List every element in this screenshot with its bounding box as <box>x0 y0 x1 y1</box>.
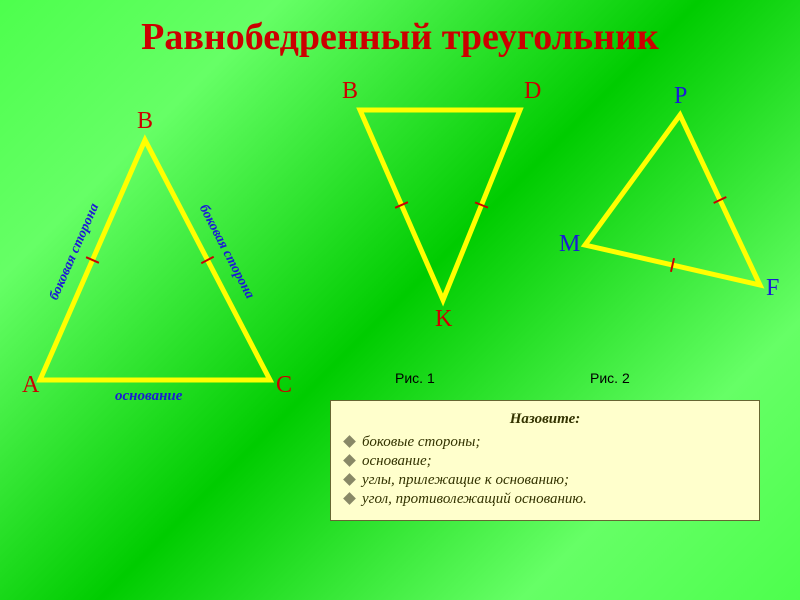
t3-label-F: F <box>766 275 779 302</box>
info-item-3: угол, противолежащий основанию. <box>345 491 745 508</box>
diamond-icon <box>343 473 356 486</box>
info-item-2: углы, прилежащие к основанию; <box>345 472 745 489</box>
t2-label-D: D <box>524 78 541 105</box>
t1-label-C: С <box>276 372 292 399</box>
info-item-1: основание; <box>345 453 745 470</box>
diamond-icon <box>343 492 356 505</box>
page-title: Равнобедренный треугольник <box>0 0 800 59</box>
t2-label-K: K <box>435 306 452 333</box>
diamond-icon <box>343 435 356 448</box>
t3-label-P: P <box>674 83 687 110</box>
fig2-label: Рис. 2 <box>590 370 630 386</box>
info-text-0: боковые стороны; <box>362 434 480 451</box>
t1-base: основание <box>115 388 182 405</box>
info-text-3: угол, противолежащий основанию. <box>362 491 587 508</box>
t1-label-A: А <box>22 372 39 399</box>
t2-label-B: B <box>342 78 358 105</box>
info-text-2: углы, прилежащие к основанию; <box>362 472 569 489</box>
info-title: Назовите: <box>345 411 745 428</box>
diamond-icon <box>343 454 356 467</box>
t1-label-B: В <box>137 108 153 135</box>
fig1-label: Рис. 1 <box>395 370 435 386</box>
info-box: Назовите: боковые стороны; основание; уг… <box>330 400 760 521</box>
info-item-0: боковые стороны; <box>345 434 745 451</box>
t3-label-M: M <box>559 231 580 258</box>
info-text-1: основание; <box>362 453 432 470</box>
